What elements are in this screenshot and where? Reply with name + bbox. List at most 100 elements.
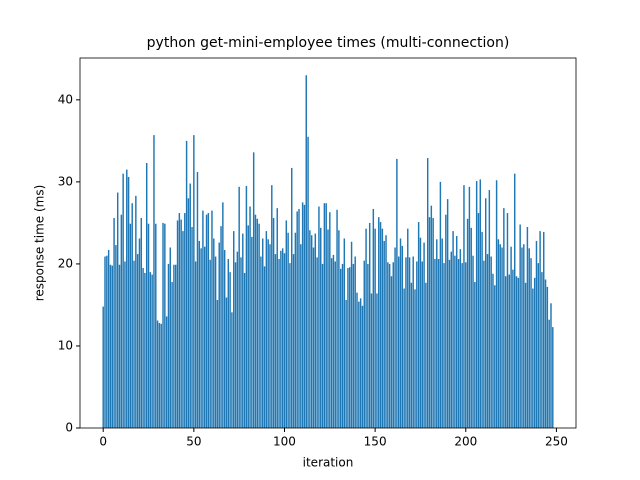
bar: [147, 223, 150, 428]
bar: [285, 220, 288, 428]
bar: [510, 246, 512, 428]
bar: [394, 247, 396, 428]
bar: [504, 276, 507, 428]
bar: [508, 274, 511, 428]
bar: [436, 239, 438, 428]
bar: [523, 244, 525, 428]
bar: [370, 293, 373, 428]
bar: [428, 217, 431, 428]
bar: [213, 238, 215, 428]
bar: [194, 261, 197, 428]
bar: [408, 257, 411, 428]
bar: [385, 235, 387, 428]
bar: [368, 222, 371, 428]
bar: [118, 264, 121, 428]
bar: [361, 305, 364, 428]
bar: [532, 288, 534, 428]
x-axis-label: iteration: [303, 456, 354, 470]
bar: [514, 173, 516, 428]
bar: [499, 244, 501, 428]
bar: [216, 300, 219, 428]
bar: [481, 231, 483, 428]
bar: [227, 258, 230, 428]
bar: [138, 238, 141, 428]
bar: [407, 228, 409, 428]
bar: [243, 272, 246, 428]
bar: [251, 236, 253, 428]
bar: [260, 256, 262, 428]
bar: [410, 282, 413, 428]
bar: [262, 238, 264, 428]
bar: [455, 236, 458, 428]
bar: [356, 292, 358, 428]
bar: [432, 217, 434, 428]
bar: [379, 222, 382, 428]
bar: [135, 195, 137, 428]
bar: [543, 231, 545, 428]
bar: [419, 237, 422, 428]
bar: [397, 256, 400, 428]
bar: [133, 260, 135, 428]
bar: [276, 208, 278, 428]
bar: [167, 263, 170, 428]
bar: [374, 228, 376, 428]
bar: [325, 203, 327, 428]
bar: [546, 286, 549, 428]
bar: [338, 230, 340, 428]
bar: [292, 254, 295, 428]
bar: [365, 228, 367, 428]
bar: [483, 260, 485, 428]
bar: [321, 263, 324, 428]
bar: [332, 254, 335, 428]
bar: [479, 179, 482, 428]
bar: [211, 210, 213, 428]
bar: [437, 258, 440, 428]
bar: [465, 262, 467, 428]
bar: [454, 255, 456, 428]
bar: [142, 268, 144, 428]
bar: [512, 269, 514, 428]
y-tick-label: 30: [58, 174, 73, 188]
bar: [151, 274, 153, 428]
bar: [417, 222, 420, 428]
bar: [524, 282, 527, 428]
bar: [104, 256, 106, 428]
bar: [252, 152, 255, 429]
bar: [506, 213, 509, 428]
bar: [198, 240, 201, 428]
bar: [495, 180, 498, 428]
bar: [459, 249, 462, 428]
bar: [300, 244, 302, 428]
bar: [390, 276, 393, 428]
bar: [354, 256, 356, 428]
bar: [180, 219, 182, 428]
bar: [501, 247, 503, 428]
bar: [399, 238, 402, 428]
bar: [352, 263, 355, 428]
bar: [345, 300, 347, 428]
bar: [296, 211, 298, 428]
bar: [490, 256, 492, 428]
bar: [441, 238, 443, 428]
bar: [233, 231, 235, 428]
bar: [156, 320, 159, 428]
bar: [434, 258, 436, 428]
bar: [392, 262, 394, 428]
bar: [426, 158, 429, 428]
chart-title: python get-mini-employee times (multi-co…: [147, 35, 510, 51]
bar: [477, 213, 480, 428]
bar: [113, 217, 115, 428]
bar: [550, 303, 552, 428]
bar: [267, 239, 269, 428]
bar: [350, 241, 353, 428]
bar: [126, 169, 128, 428]
bar: [515, 276, 518, 428]
bar: [425, 282, 427, 428]
bar: [376, 293, 378, 428]
y-axis-label: response time (ms): [33, 185, 47, 302]
bar: [381, 228, 384, 428]
y-tick-label: 10: [58, 338, 73, 352]
bar: [263, 266, 266, 428]
bar: [196, 172, 199, 428]
bar: [182, 231, 184, 428]
